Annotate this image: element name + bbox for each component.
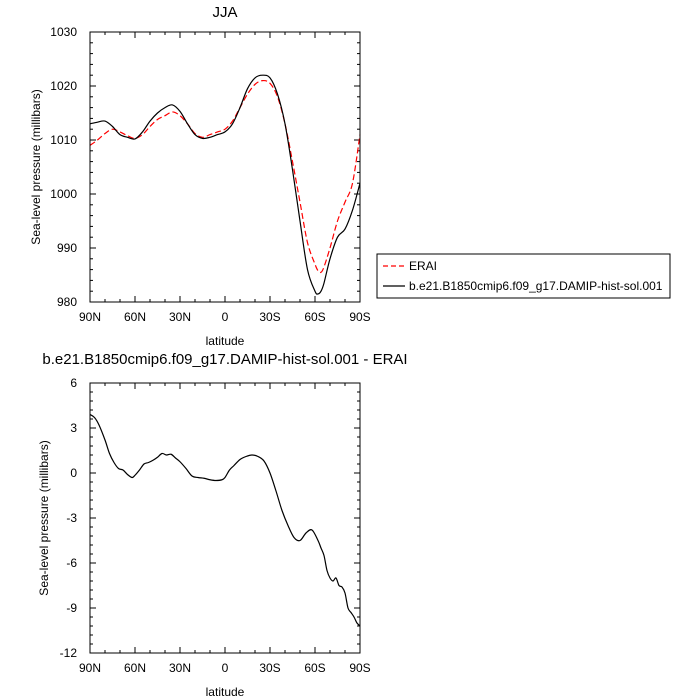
legend-label-erai: ERAI [409, 259, 437, 273]
chart-1-ytick-label: 1010 [50, 133, 77, 147]
chart-2-ytick-label: 3 [70, 421, 77, 435]
chart-1-xtick-label: 60S [304, 310, 325, 324]
chart-2-ytick-label: 6 [70, 376, 77, 390]
chart-2-xtick-label: 30S [259, 661, 280, 675]
chart-1-ytick-label: 990 [57, 241, 77, 255]
chart-2-xtick-label: 30N [169, 661, 191, 675]
chart-1-xlabel: latitude [206, 334, 245, 348]
chart-1-ytick-label: 980 [57, 295, 77, 309]
legend-label-model: b.e21.B1850cmip6.f09_g17.DAMIP-hist-sol.… [409, 279, 663, 293]
chart-1-ytick-label: 1030 [50, 25, 77, 39]
chart-1-series [89, 74, 361, 295]
chart-2-ytick-label: 0 [70, 466, 77, 480]
chart-2-ticks: 90N 60N 30N 0 30S 60S 90S -12 -9 -6 -3 0 3 6 [60, 376, 371, 675]
chart-2-series [89, 413, 361, 627]
chart-1-series-line [89, 74, 361, 295]
chart-2-xtick-label: 90S [349, 661, 370, 675]
legend-box [376, 253, 671, 299]
chart-1-ticks: 90N 60N 30N 0 30S 60S 90S 980 990 1000 1010 1020 103… [50, 25, 370, 324]
chart-2-ylabel: Sea-level pressure (millibars) [37, 440, 51, 595]
chart-1-series-line [89, 79, 361, 274]
chart-1-ylabel: Sea-level pressure (millibars) [29, 89, 43, 244]
chart-2-xtick-label: 90N [79, 661, 101, 675]
chart-2-plot-frame [89, 382, 361, 654]
chart-1-ytick-label: 1000 [50, 187, 77, 201]
chart-1-plot-frame [89, 31, 361, 303]
chart-2-ytick-label: -6 [66, 556, 77, 570]
chart-1-xtick-label: 30S [259, 310, 280, 324]
chart-2-title: b.e21.B1850cmip6.f09_g17.DAMIP-hist-sol.… [42, 351, 407, 368]
chart-1-xtick-label: 60N [124, 310, 146, 324]
chart-2-ytick-label: -9 [66, 601, 77, 615]
chart-1-xtick-label: 90S [349, 310, 370, 324]
chart-1-title: JJA [212, 4, 237, 21]
chart-1-xtick-label: 90N [79, 310, 101, 324]
chart-1-legend: ERAI b.e21.B1850cmip6.f09_g17.DAMIP-hist… [376, 253, 671, 299]
chart-1-xtick-label: 30N [169, 310, 191, 324]
chart-2-xtick-label: 60N [124, 661, 146, 675]
chart-2-series-line [89, 413, 361, 627]
chart-1-xtick-label: 0 [222, 310, 229, 324]
chart-2-xtick-label: 60S [304, 661, 325, 675]
chart-2-ytick-label: -3 [66, 511, 77, 525]
chart-2-ytick-label: -12 [60, 646, 78, 660]
chart-2-xlabel: latitude [206, 685, 245, 699]
chart-2-xtick-label: 0 [222, 661, 229, 675]
chart-1-ytick-label: 1020 [50, 79, 77, 93]
